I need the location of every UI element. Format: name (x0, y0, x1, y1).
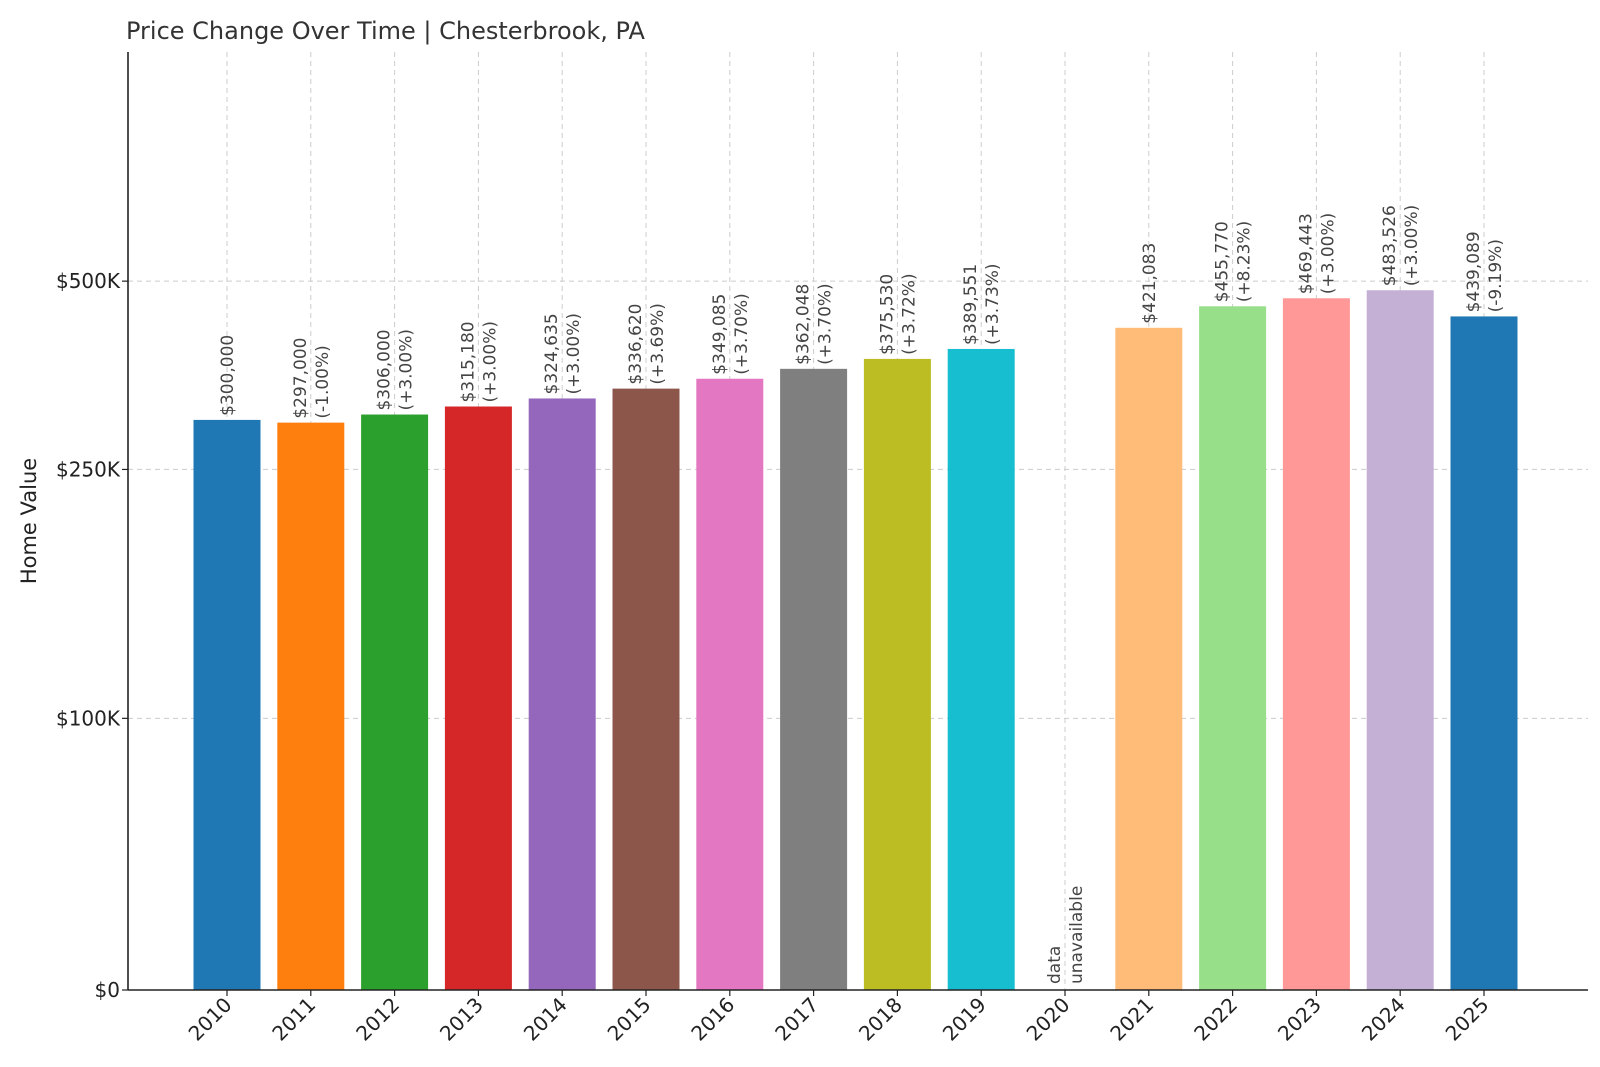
x-tick-label: 2022 (1189, 993, 1242, 1046)
chart-title: Price Change Over Time | Chesterbrook, P… (126, 17, 645, 45)
bar-2017 (780, 368, 848, 990)
value-label: (-1.00%) (313, 345, 333, 418)
bar-2021 (1115, 327, 1183, 991)
value-label: $439,089 (1464, 231, 1484, 312)
x-tick-label: 2013 (435, 993, 488, 1046)
value-label: $336,620 (626, 303, 646, 384)
value-label: (+3.00%) (1318, 213, 1338, 295)
value-label: $483,526 (1380, 205, 1400, 286)
x-tick-label: 2025 (1441, 993, 1494, 1046)
bar-2019 (947, 348, 1015, 990)
bar-2022 (1199, 306, 1267, 990)
value-label: $349,085 (710, 294, 730, 375)
x-tick-label: 2012 (351, 993, 404, 1046)
value-label: $362,048 (794, 284, 814, 365)
x-tick-label: 2015 (603, 993, 656, 1046)
x-ticks-layer: 2010 2011 2012 2013 2014 2015 2016 2017 2018 2019… (184, 990, 1494, 1046)
x-tick-label: 2021 (1105, 993, 1158, 1046)
value-label: $315,180 (458, 321, 478, 402)
value-label: (-9.19%) (1486, 239, 1506, 312)
value-label: (+3.73%) (983, 263, 1003, 345)
bar-2011 (277, 422, 345, 990)
value-label: $469,443 (1296, 213, 1316, 294)
bar-2024 (1366, 290, 1434, 990)
value-label: (+3.00%) (1402, 205, 1422, 287)
x-tick-label: 2010 (184, 993, 237, 1046)
value-label: $455,770 (1213, 221, 1233, 302)
bars-layer (193, 290, 1518, 991)
bar-2010 (193, 419, 261, 991)
value-label: (+3.69%) (648, 303, 668, 385)
x-tick-label: 2019 (938, 993, 991, 1046)
x-tick-label: 2017 (770, 993, 823, 1046)
value-labels-layer: $300,000 $297,000 (-1.00%) $306,000 (+3.00%)… (218, 205, 1506, 984)
value-label: $375,530 (877, 274, 897, 355)
bar-2016 (696, 378, 764, 990)
value-label: (+3.72%) (899, 273, 919, 355)
value-label: unavailable (1067, 886, 1087, 984)
value-label: (+3.00%) (480, 321, 500, 403)
y-tick-label: $0 (95, 978, 120, 1002)
y-ticks-layer: $0 $100K $250K $500K (56, 269, 128, 1002)
y-tick-label: $500K (56, 269, 121, 293)
value-label: $306,000 (375, 329, 395, 410)
bar-2012 (361, 414, 429, 991)
bar-2018 (863, 358, 931, 990)
bar-2013 (444, 406, 512, 990)
x-tick-label: 2011 (267, 993, 320, 1046)
x-tick-label: 2024 (1357, 993, 1410, 1046)
value-label: (+3.00%) (564, 313, 584, 395)
value-label: $297,000 (291, 338, 311, 419)
value-label: (+3.00%) (397, 329, 417, 411)
value-label: (+8.23%) (1235, 221, 1255, 303)
value-label: data (1045, 946, 1065, 984)
x-tick-label: 2023 (1273, 993, 1326, 1046)
x-tick-label: 2018 (854, 993, 907, 1046)
bar-2025 (1450, 316, 1518, 990)
y-tick-label: $250K (56, 457, 121, 481)
value-label: $421,083 (1140, 243, 1160, 324)
value-label: $324,635 (542, 313, 562, 394)
y-tick-label: $100K (56, 706, 121, 730)
value-label: (+3.70%) (816, 283, 836, 365)
axes-layer (127, 52, 1588, 991)
bar-2014 (528, 398, 596, 990)
x-tick-label: 2020 (1022, 993, 1075, 1046)
value-label: $389,551 (961, 264, 981, 345)
bar-2015 (612, 388, 680, 990)
bar-2023 (1282, 298, 1350, 991)
x-tick-label: 2014 (519, 993, 572, 1046)
value-label: (+3.70%) (732, 293, 752, 375)
value-label: $300,000 (218, 335, 238, 416)
y-axis-label: Home Value (17, 458, 41, 584)
x-tick-label: 2016 (686, 993, 739, 1046)
